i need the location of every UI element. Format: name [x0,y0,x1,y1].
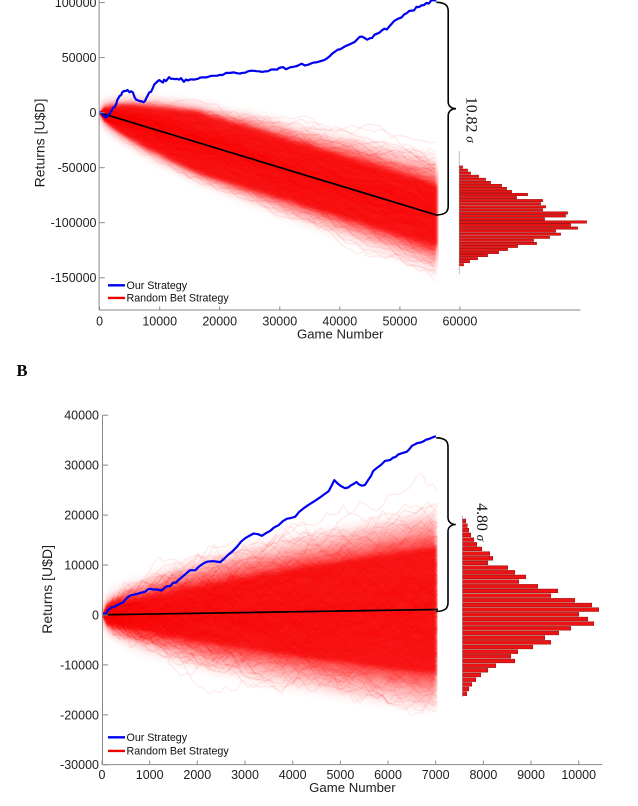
svg-text:6000: 6000 [374,768,402,782]
svg-text:10000: 10000 [561,768,596,782]
svg-text:Returns [U$D]: Returns [U$D] [39,545,55,634]
svg-text:0: 0 [96,314,103,328]
svg-text:0: 0 [92,608,99,622]
svg-text:10000: 10000 [142,314,177,328]
svg-text:60000: 60000 [443,314,478,328]
svg-text:100000: 100000 [55,0,97,10]
svg-text:-150000: -150000 [51,271,97,285]
svg-text:3000: 3000 [231,768,259,782]
svg-text:9000: 9000 [517,768,545,782]
svg-text:10.82 σ: 10.82 σ [462,97,479,144]
svg-text:8000: 8000 [469,768,497,782]
svg-text:10000: 10000 [64,558,99,572]
svg-text:5000: 5000 [326,768,354,782]
svg-text:7000: 7000 [422,768,450,782]
svg-text:Random Bet Strategy: Random Bet Strategy [127,292,230,304]
svg-text:50000: 50000 [62,51,97,65]
svg-text:4.80 σ: 4.80 σ [473,503,490,542]
svg-text:Random Bet Strategy: Random Bet Strategy [127,745,230,757]
svg-text:-100000: -100000 [51,216,97,230]
svg-text:1000: 1000 [136,768,164,782]
svg-text:B: B [17,361,28,380]
svg-text:Returns [U$D]: Returns [U$D] [32,99,48,188]
svg-text:Game Number: Game Number [309,780,396,795]
svg-text:Game Number: Game Number [297,327,384,342]
svg-text:30000: 30000 [262,314,297,328]
svg-text:20000: 20000 [202,314,237,328]
svg-text:2000: 2000 [183,768,211,782]
svg-text:-50000: -50000 [58,161,97,175]
svg-text:0: 0 [99,768,106,782]
svg-text:40000: 40000 [322,314,357,328]
svg-text:Our Strategy: Our Strategy [127,732,188,744]
svg-text:-10000: -10000 [60,658,99,672]
svg-text:40000: 40000 [64,409,99,423]
svg-text:30000: 30000 [64,459,99,473]
svg-text:Our Strategy: Our Strategy [127,280,188,292]
svg-text:50000: 50000 [383,314,418,328]
svg-text:-30000: -30000 [60,758,99,772]
svg-text:4000: 4000 [279,768,307,782]
svg-text:-20000: -20000 [60,708,99,722]
svg-text:0: 0 [90,106,97,120]
svg-text:20000: 20000 [64,509,99,523]
